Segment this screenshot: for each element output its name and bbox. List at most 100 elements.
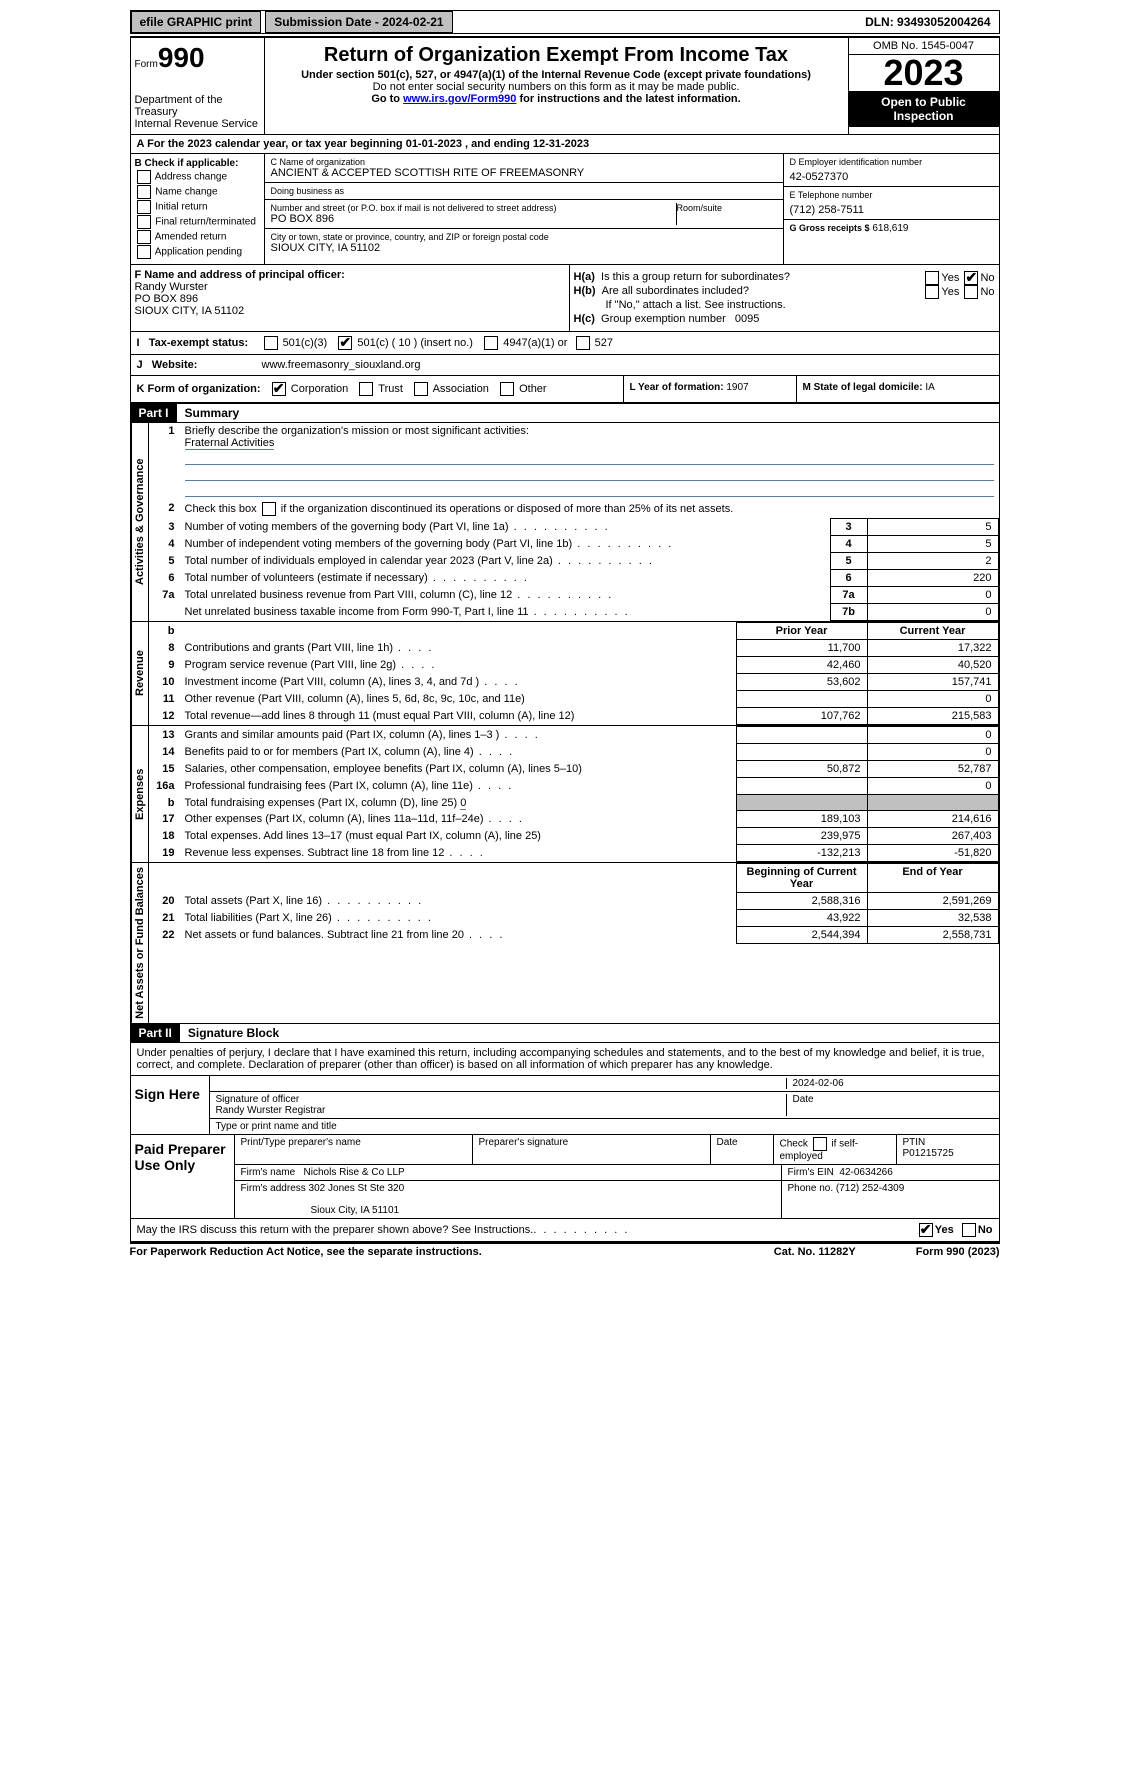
exp18-desc: Total expenses. Add lines 13–17 (must eq…	[181, 828, 737, 845]
chk-initial-return[interactable]	[137, 200, 151, 214]
part1-title: Summary	[177, 404, 248, 422]
row-a-period: A For the 2023 calendar year, or tax yea…	[130, 135, 1000, 154]
submission-date: Submission Date - 2024-02-21	[265, 11, 452, 33]
chk-app-pending[interactable]	[137, 245, 151, 259]
chk-4947[interactable]	[484, 336, 498, 350]
r7b-desc: Net unrelated business taxable income fr…	[181, 604, 831, 621]
r5-val: 2	[867, 553, 998, 570]
firm-addr-label: Firm's address	[241, 1183, 306, 1194]
b-label: B Check if applicable:	[135, 158, 239, 169]
discuss-yes[interactable]	[919, 1223, 933, 1237]
part2-title: Signature Block	[180, 1024, 287, 1042]
cat-no: Cat. No. 11282Y	[774, 1246, 856, 1258]
exp16b-desc: Total fundraising expenses (Part IX, col…	[181, 795, 737, 811]
ha-no[interactable]	[964, 271, 978, 285]
exp19-desc: Revenue less expenses. Subtract line 18 …	[181, 845, 737, 862]
chk-527[interactable]	[576, 336, 590, 350]
firm-name: Nichols Rise & Co LLP	[304, 1167, 405, 1178]
opt-501c: 501(c) ( 10 ) (insert no.)	[357, 337, 473, 349]
prep-name-label: Print/Type preparer's name	[235, 1135, 473, 1164]
dba-label: Doing business as	[271, 186, 777, 196]
rev8-c: 17,322	[867, 640, 998, 657]
sig-name-label: Type or print name and title	[216, 1121, 337, 1132]
fundraising-total: 0	[460, 797, 466, 810]
chk-corp[interactable]	[272, 382, 286, 396]
tax-status-label: Tax-exempt status:	[149, 337, 248, 349]
ein-value: 42-0527370	[790, 171, 993, 183]
r3-val: 5	[867, 519, 998, 536]
tax-year: 2023	[849, 55, 999, 91]
hc-label: Group exemption number	[601, 313, 726, 325]
r3-desc: Number of voting members of the governin…	[181, 519, 831, 536]
chk-other[interactable]	[500, 382, 514, 396]
officer-label: F Name and address of principal officer:	[135, 269, 345, 281]
rev9-desc: Program service revenue (Part VIII, line…	[181, 657, 737, 674]
form-label: Form	[135, 59, 158, 70]
rev8-desc: Contributions and grants (Part VIII, lin…	[181, 640, 737, 657]
firm-addr1: 302 Jones St Ste 320	[309, 1183, 405, 1194]
r3-box: 3	[830, 519, 867, 536]
opt-corp: Corporation	[291, 383, 348, 395]
c-name-label: C Name of organization	[271, 157, 777, 167]
firm-phone: (712) 252-4309	[836, 1183, 904, 1194]
chk-final-return[interactable]	[137, 215, 151, 229]
officer-name: Randy Wurster	[135, 281, 208, 293]
hb-no[interactable]	[964, 285, 978, 299]
goto-post: for instructions and the latest informat…	[516, 93, 740, 105]
l1-desc: Briefly describe the organization's miss…	[185, 425, 529, 437]
rev8-p: 11,700	[736, 640, 867, 657]
r4-desc: Number of independent voting members of …	[181, 536, 831, 553]
section-b: B Check if applicable: Address change Na…	[131, 154, 265, 264]
efile-print-button[interactable]: efile GRAPHIC print	[131, 11, 262, 33]
gross-receipts: 618,619	[872, 223, 908, 234]
form-footer: Form 990 (2023)	[916, 1246, 1000, 1258]
opt-527: 527	[595, 337, 613, 349]
chk-name-change[interactable]	[137, 185, 151, 199]
form-title: Return of Organization Exempt From Incom…	[269, 44, 844, 67]
side-expenses: Expenses	[131, 726, 149, 862]
hb-question: Are all subordinates included?	[602, 285, 749, 297]
city-value: SIOUX CITY, IA 51102	[271, 242, 777, 254]
current-year-hdr: Current Year	[867, 623, 998, 640]
ein-label: D Employer identification number	[790, 157, 993, 167]
irs-link[interactable]: www.irs.gov/Form990	[403, 93, 516, 105]
phone-label: E Telephone number	[790, 190, 993, 200]
r3-num: 3	[149, 519, 181, 536]
opt-trust: Trust	[378, 383, 403, 395]
room-label: Room/suite	[677, 203, 777, 213]
chk-amended[interactable]	[137, 230, 151, 244]
na22-desc: Net assets or fund balances. Subtract li…	[181, 927, 737, 944]
ha-yes[interactable]	[925, 271, 939, 285]
chk-self-employed[interactable]	[813, 1137, 827, 1151]
r7a-desc: Total unrelated business revenue from Pa…	[181, 587, 831, 604]
na20-desc: Total assets (Part X, line 16)	[181, 893, 737, 910]
chk-501c3[interactable]	[264, 336, 278, 350]
sign-here-label: Sign Here	[131, 1076, 210, 1134]
part1-header: Part I	[131, 404, 177, 422]
form-number: 990	[158, 42, 205, 73]
hb-note: If "No," attach a list. See instructions…	[574, 299, 995, 311]
exp16a-desc: Professional fundraising fees (Part IX, …	[181, 778, 737, 795]
na21-desc: Total liabilities (Part X, line 26)	[181, 910, 737, 927]
exp13-desc: Grants and similar amounts paid (Part IX…	[181, 727, 737, 744]
chk-discontinued[interactable]	[262, 502, 276, 516]
hb-yes[interactable]	[925, 285, 939, 299]
website-label: Website:	[152, 359, 198, 371]
phone-value: (712) 258-7511	[790, 204, 993, 216]
paid-preparer-label: Paid Preparer Use Only	[131, 1135, 235, 1218]
sig-date-label: Date	[786, 1094, 993, 1116]
r4-val: 5	[867, 536, 998, 553]
chk-address-change[interactable]	[137, 170, 151, 184]
r7b-val: 0	[867, 604, 998, 621]
gross-label: G Gross receipts $	[790, 223, 870, 233]
addr-label: Number and street (or P.O. box if mail i…	[271, 203, 676, 213]
discuss-no[interactable]	[962, 1223, 976, 1237]
sig-date: 2024-02-06	[786, 1078, 993, 1089]
year-formation: 1907	[726, 382, 748, 393]
pra-notice: For Paperwork Reduction Act Notice, see …	[130, 1246, 482, 1258]
chk-501c[interactable]	[338, 336, 352, 350]
chk-assoc[interactable]	[414, 382, 428, 396]
sig-officer-label: Signature of officer	[216, 1094, 300, 1105]
chk-trust[interactable]	[359, 382, 373, 396]
officer-addr1: PO BOX 896	[135, 293, 199, 305]
